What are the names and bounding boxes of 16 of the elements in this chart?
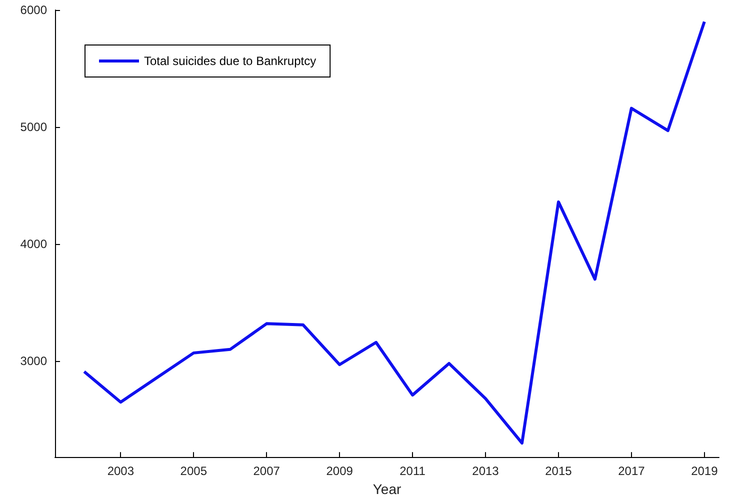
x-tick-label: 2003 xyxy=(107,464,134,478)
x-axis-title: Year xyxy=(372,481,402,497)
x-tick-label: 2015 xyxy=(545,464,572,478)
x-tick-label: 2007 xyxy=(253,464,280,478)
x-tick-label: 2011 xyxy=(400,464,426,478)
y-tick-label: 4000 xyxy=(20,237,48,252)
x-tick-label: 2017 xyxy=(618,464,646,478)
x-tick-label: 2019 xyxy=(691,464,718,478)
x-tick-label: 2013 xyxy=(472,464,500,478)
y-tick-label: 5000 xyxy=(20,120,48,134)
x-tick-label: 2009 xyxy=(326,464,354,478)
line-series xyxy=(82,20,706,445)
y-tick-label: 6000 xyxy=(20,3,48,17)
x-tick-label: 2005 xyxy=(180,464,208,478)
legend-label: Total suicides due to Bankruptcy xyxy=(144,54,316,68)
y-tick-label: 3000 xyxy=(20,354,48,368)
